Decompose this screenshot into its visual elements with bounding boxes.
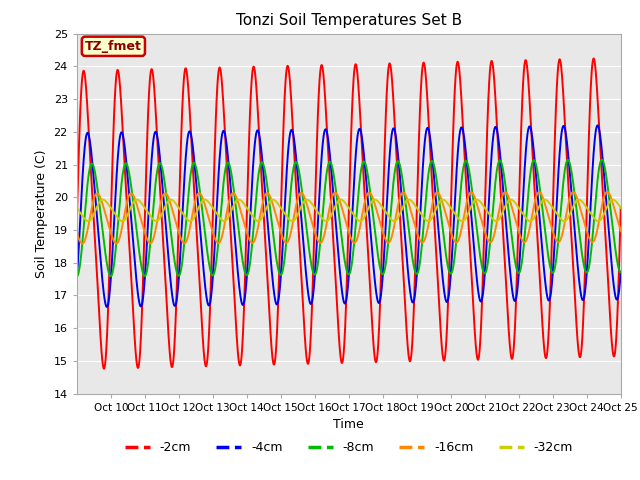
-32cm [602, 207, 609, 213]
-4cm [617, 269, 625, 275]
-16cm [338, 204, 346, 210]
-2cm [73, 217, 81, 223]
-2cm [100, 366, 108, 372]
-32cm [617, 205, 625, 211]
-32cm [323, 218, 331, 224]
-16cm [323, 218, 331, 224]
Line: -4cm: -4cm [77, 125, 621, 307]
-16cm [617, 228, 625, 234]
-4cm [103, 304, 111, 310]
Text: TZ_fmet: TZ_fmet [85, 40, 142, 53]
-16cm [79, 240, 86, 246]
-2cm [589, 56, 597, 61]
-16cm [73, 230, 81, 236]
-8cm [617, 270, 625, 276]
X-axis label: Time: Time [333, 418, 364, 431]
Line: -8cm: -8cm [77, 160, 621, 276]
Legend: -2cm, -4cm, -8cm, -16cm, -32cm: -2cm, -4cm, -8cm, -16cm, -32cm [120, 436, 578, 459]
Title: Tonzi Soil Temperatures Set B: Tonzi Soil Temperatures Set B [236, 13, 462, 28]
-32cm [338, 197, 346, 203]
-8cm [602, 168, 609, 173]
-16cm [101, 209, 109, 215]
-8cm [323, 168, 331, 174]
-8cm [598, 157, 605, 163]
-32cm [337, 197, 344, 203]
-8cm [73, 274, 81, 279]
Line: -32cm: -32cm [77, 200, 621, 221]
-32cm [73, 205, 81, 211]
Line: -2cm: -2cm [77, 59, 621, 369]
-16cm [502, 189, 509, 195]
-2cm [338, 360, 346, 365]
Line: -16cm: -16cm [77, 192, 621, 243]
-32cm [101, 197, 109, 203]
-4cm [602, 190, 609, 195]
-2cm [502, 269, 509, 275]
-4cm [338, 285, 346, 291]
-4cm [594, 122, 602, 128]
-2cm [101, 363, 109, 369]
-32cm [602, 208, 609, 214]
-2cm [323, 131, 331, 137]
-8cm [337, 232, 345, 238]
-4cm [502, 214, 509, 219]
-32cm [502, 203, 509, 208]
-4cm [73, 276, 81, 282]
-16cm [602, 191, 609, 196]
-2cm [602, 229, 609, 235]
-32cm [84, 218, 92, 224]
-16cm [601, 192, 609, 197]
-4cm [100, 296, 108, 302]
-2cm [617, 204, 625, 210]
-4cm [323, 131, 331, 136]
-16cm [604, 189, 611, 195]
Y-axis label: Soil Temperature (C): Soil Temperature (C) [35, 149, 48, 278]
-4cm [602, 187, 609, 192]
-8cm [100, 244, 108, 250]
-8cm [601, 166, 609, 172]
-8cm [501, 180, 509, 186]
-2cm [602, 234, 609, 240]
